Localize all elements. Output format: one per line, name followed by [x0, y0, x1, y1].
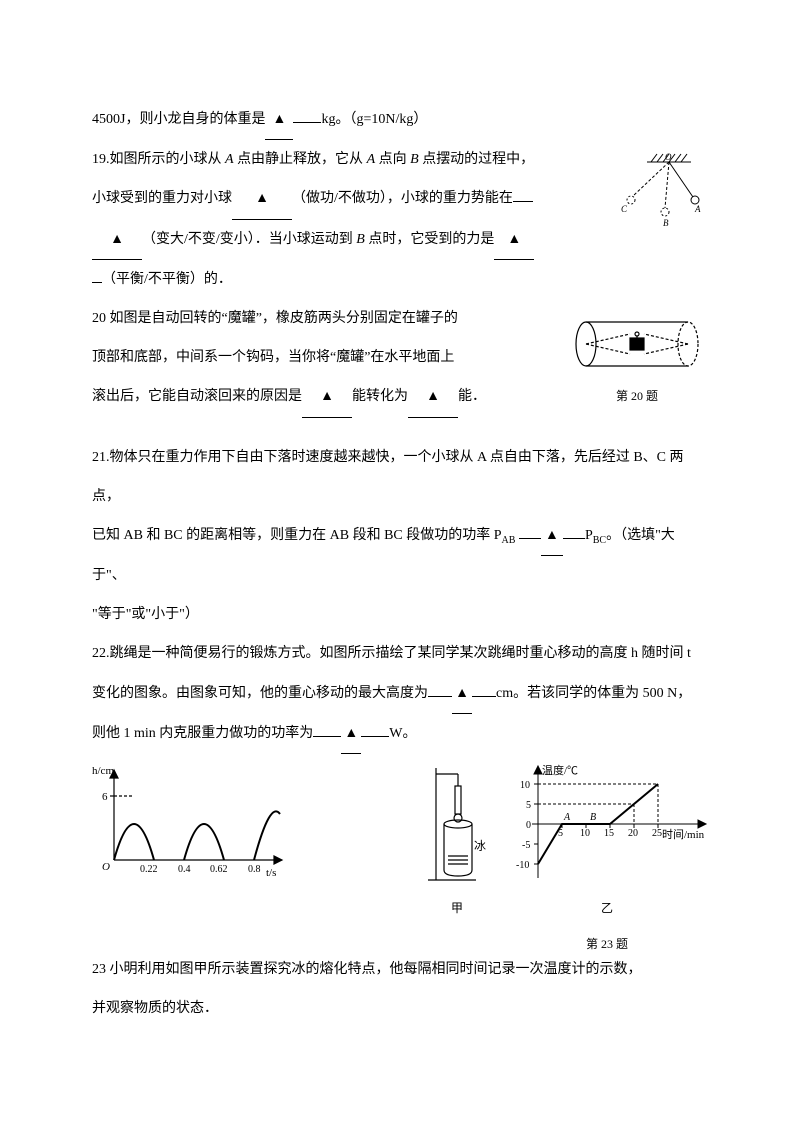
blank	[472, 696, 496, 697]
blank	[428, 696, 452, 697]
blank: ▲	[302, 377, 352, 417]
q20-line3: 滚出后，它能自动滚回来的原因是 ▲ 能转化为 ▲ 能．	[92, 377, 702, 417]
svg-text:-10: -10	[516, 860, 529, 871]
q22-line3: 则他 1 min 内克服重力做功的功率为▲W。	[92, 714, 702, 754]
blank: ▲	[232, 179, 292, 219]
svg-text:0.22: 0.22	[140, 864, 158, 875]
blank	[92, 282, 102, 283]
svg-text:0.8: 0.8	[248, 864, 261, 875]
svg-text:5: 5	[558, 828, 563, 839]
blank: ▲	[541, 516, 563, 556]
figures-row: h/cm 6 O 0.22 0.4 0.62 0.8 t/s	[92, 760, 702, 920]
svg-text:时间/min: 时间/min	[662, 828, 705, 841]
q18-text-b: kg。（g=10N/kg）	[321, 112, 427, 127]
blank: ▲	[494, 220, 534, 260]
svg-text:25: 25	[652, 828, 662, 839]
q19-line2: 小球受到的重力对小球▲（做功/不做功），小球的重力势能在	[92, 179, 702, 219]
svg-text:5: 5	[526, 800, 531, 811]
svg-text:20: 20	[628, 828, 638, 839]
svg-text:10: 10	[580, 828, 590, 839]
svg-text:t/s: t/s	[266, 867, 276, 879]
blank	[513, 201, 533, 202]
svg-text:冰: 冰	[474, 839, 486, 853]
figure-23-apparatus: 冰 甲	[422, 760, 492, 926]
blank: ▲	[452, 674, 472, 714]
q23-line1: 23 小明利用如图甲所示装置探究冰的熔化特点，他每隔相同时间记录一次温度计的示数…	[92, 950, 702, 989]
q21-line1: 21.物体只在重力作用下自由下落时速度越来越快，一个小球从 A 点自由下落，先后…	[92, 438, 702, 516]
blank: ▲	[341, 714, 361, 754]
q19-line1: 19.如图所示的小球从 A 点由静止释放，它从 A 点向 B 点摆动的过程中，	[92, 140, 702, 179]
q18-line: 4500J，则小龙自身的体重是▲ kg。（g=10N/kg）	[92, 100, 702, 140]
svg-text:0.4: 0.4	[178, 864, 191, 875]
q22-line2: 变化的图象。由图象可知，他的重心移动的最大高度为▲cm。若该同学的体重为 500…	[92, 674, 702, 714]
figure-22-graph: h/cm 6 O 0.22 0.4 0.62 0.8 t/s	[92, 760, 292, 880]
blank	[313, 736, 341, 737]
q19-line4: （平衡/不平衡）的．	[92, 260, 702, 299]
q19-line3: ▲（变大/不变/变小）．当小球运动到 B 点时，它受到的力是▲	[92, 220, 702, 260]
blank: ▲	[408, 377, 458, 417]
svg-text:15: 15	[604, 828, 614, 839]
svg-text:O: O	[102, 861, 110, 873]
svg-text:0: 0	[526, 820, 531, 831]
blank	[519, 538, 541, 539]
q21-line2: 已知 AB 和 BC 的距离相等，则重力在 AB 段和 BC 段做功的功率 PA…	[92, 516, 702, 595]
q20-line2: 顶部和底部，中间系一个钩码，当你将“魔罐”在水平地面上	[92, 338, 702, 377]
svg-text:0.62: 0.62	[210, 864, 228, 875]
blank	[293, 122, 321, 123]
blank: ▲	[265, 100, 293, 140]
svg-text:10: 10	[520, 780, 530, 791]
blank: ▲	[92, 220, 142, 260]
svg-text:6: 6	[102, 791, 108, 803]
blank	[563, 538, 585, 539]
q21-line3: "等于"或"小于"）	[92, 595, 702, 634]
svg-text:A: A	[563, 812, 571, 823]
q18-text-a: 4500J，则小龙自身的体重是	[92, 112, 265, 127]
figure-23-graph: 温度/℃ 10 5 0 -5 -10 5 10 15 20 25 时间/min …	[502, 760, 712, 961]
q22-line1: 22.跳绳是一种简便易行的锻炼方式。如图所示描绘了某同学某次跳绳时重心移动的高度…	[92, 634, 702, 673]
svg-text:-5: -5	[522, 840, 530, 851]
blank	[361, 736, 389, 737]
svg-text:B: B	[590, 812, 596, 823]
svg-text:h/cm: h/cm	[92, 765, 114, 777]
q20-line1: 20 如图是自动回转的“魔罐”，橡皮筋两头分别固定在罐子的	[92, 299, 702, 338]
q23-line2: 并观察物质的状态．	[92, 989, 702, 1028]
svg-text:温度/℃: 温度/℃	[542, 763, 578, 777]
